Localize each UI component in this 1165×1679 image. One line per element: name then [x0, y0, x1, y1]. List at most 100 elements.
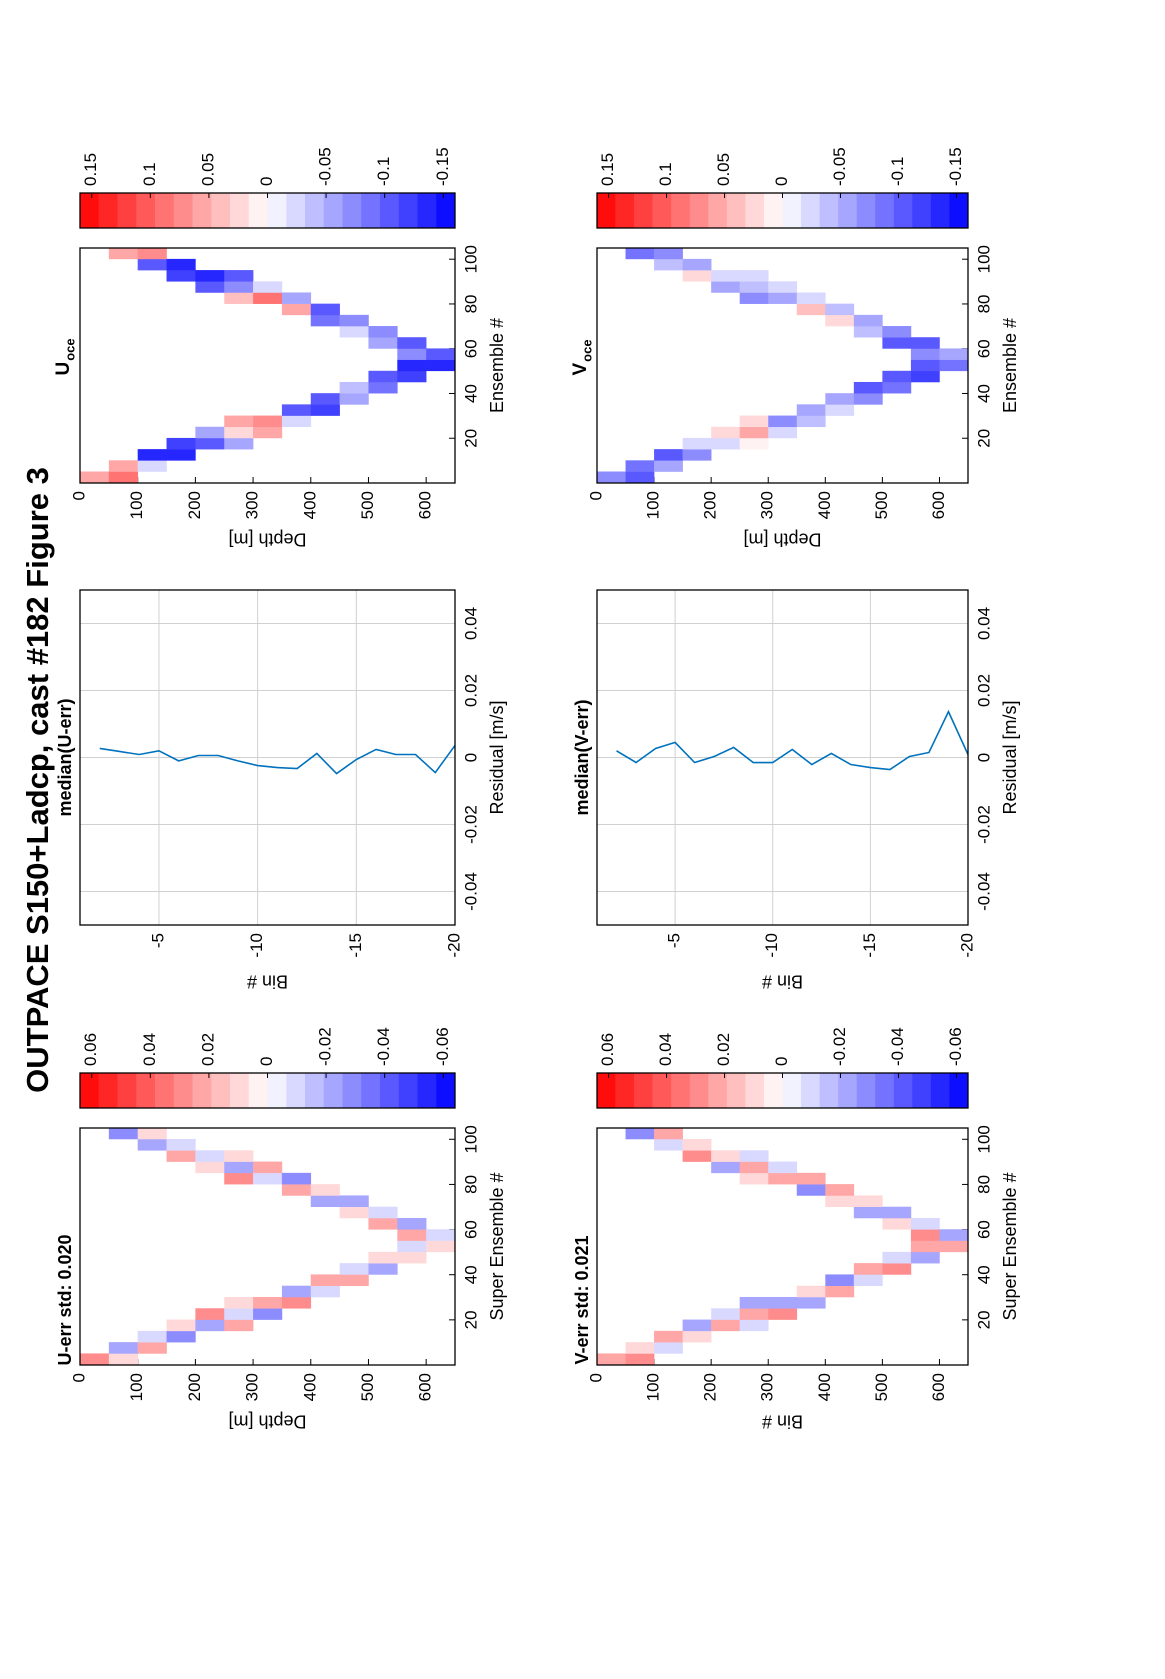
heat-cell — [368, 1263, 398, 1275]
heat-cell — [654, 1330, 683, 1343]
colorbar-tick-label: -0.05 — [316, 147, 335, 186]
colorbar-block — [98, 193, 118, 228]
heat-cell — [654, 1127, 683, 1140]
colorbar-tick-label: 0 — [257, 177, 276, 186]
heat-cell — [882, 326, 912, 338]
colorbar-block — [136, 1073, 156, 1108]
heat-cell — [339, 1263, 369, 1275]
colorbar-block — [615, 1073, 635, 1108]
colorbar-block — [689, 1073, 709, 1108]
y-axis-label: Bin # — [762, 1411, 803, 1431]
heat-cell — [224, 1319, 254, 1332]
heat-cell — [195, 426, 225, 439]
heat-cell — [682, 1138, 712, 1151]
colorbar-block — [117, 193, 137, 228]
x-tick-label: 20 — [461, 429, 480, 448]
x-tick-label: -0.02 — [461, 805, 480, 844]
heat-cell — [796, 1172, 826, 1185]
colorbar-block — [671, 193, 691, 228]
colorbar-tick-label: 0.15 — [81, 153, 100, 186]
heat-cell — [597, 1353, 626, 1365]
colorbar-block — [323, 1073, 343, 1108]
x-tick-label: -0.04 — [974, 872, 993, 911]
panel-title: U — [53, 362, 74, 376]
y-tick-label: 600 — [929, 491, 948, 519]
heat-cell — [682, 258, 712, 271]
x-tick-label: 80 — [974, 1175, 993, 1194]
heat-cell — [108, 1342, 138, 1354]
y-tick-label: 0 — [69, 1373, 88, 1382]
heat-cell — [739, 415, 769, 428]
heat-cell — [739, 1296, 769, 1309]
heat-cell — [339, 326, 369, 338]
heat-cell — [682, 1319, 712, 1332]
panel-title-subscript: oce — [579, 339, 594, 361]
colorbar-block — [652, 1073, 672, 1108]
heat-cell — [108, 1353, 138, 1365]
heat-cell — [768, 1172, 798, 1185]
heat-cell — [281, 1296, 312, 1309]
colorbar-block — [856, 193, 876, 228]
x-tick-label: 100 — [461, 1125, 480, 1153]
axes-frame — [596, 589, 969, 926]
colorbar-block — [80, 193, 100, 228]
colorbar-block — [136, 193, 156, 228]
panel-title-subscript: oce — [62, 338, 77, 360]
colorbar-tick-label: 0.06 — [598, 1033, 617, 1066]
x-tick-label: 40 — [974, 1265, 993, 1284]
heat-cell — [768, 1296, 798, 1309]
colorbar-tick-label: -0.06 — [946, 1027, 965, 1066]
x-axis-label: Residual [m/s] — [1000, 700, 1020, 814]
colorbar-block — [801, 193, 820, 228]
heat-cell — [853, 1274, 883, 1286]
colorbar-block — [819, 193, 839, 228]
heat-cell — [796, 404, 826, 416]
y-tick-label: 500 — [358, 491, 377, 519]
colorbar-block — [286, 193, 306, 228]
axes-frame — [596, 1127, 969, 1366]
colorbar-block — [436, 1073, 456, 1108]
heat-cell — [625, 471, 655, 483]
heat-cell — [224, 292, 254, 304]
heat-cell — [853, 1195, 883, 1207]
figure-title: OUTPACE S150+Ladcp, cast #182 Figure 3 — [20, 467, 55, 1093]
heat-cell — [825, 1195, 855, 1207]
heat-cell — [825, 393, 855, 405]
heat-cell — [768, 415, 798, 428]
heat-cell — [108, 460, 138, 472]
x-tick-label: 0.02 — [974, 674, 993, 707]
colorbar-block — [211, 1073, 231, 1108]
axes-frame — [596, 247, 969, 484]
heat-cell — [825, 1274, 855, 1286]
colorbar-tick-label: -0.1 — [374, 157, 393, 186]
heat-cell — [310, 1184, 340, 1196]
heat-cell — [108, 471, 138, 483]
heat-cell — [597, 471, 626, 483]
axes-frame — [79, 1127, 456, 1366]
heat-cell — [796, 303, 826, 316]
panel-title: median(V-err) — [572, 699, 592, 815]
heat-cell — [339, 381, 369, 394]
heat-cell — [281, 415, 312, 428]
x-tick-label: 0 — [461, 753, 480, 762]
colorbar-block — [98, 1073, 118, 1108]
colorbar-block — [689, 193, 709, 228]
heat-cell — [339, 1206, 369, 1219]
x-tick-label: -0.02 — [974, 805, 993, 844]
heat-cell — [796, 415, 826, 428]
y-tick-label: -20 — [444, 933, 463, 958]
heat-cell — [654, 460, 683, 472]
heat-cell — [281, 404, 312, 416]
y-axis-label: Depth [m] — [228, 529, 306, 549]
y-tick-label: 500 — [872, 1373, 891, 1401]
y-tick-label: 600 — [416, 491, 435, 519]
heat-cell — [739, 270, 769, 282]
heat-cell — [166, 270, 196, 282]
colorbar-block — [745, 1073, 765, 1108]
colorbar-block — [763, 193, 783, 228]
heat-cell — [195, 281, 225, 293]
colorbar-block — [615, 193, 635, 228]
heat-cell — [910, 1229, 940, 1241]
heat-cell — [796, 1184, 826, 1196]
